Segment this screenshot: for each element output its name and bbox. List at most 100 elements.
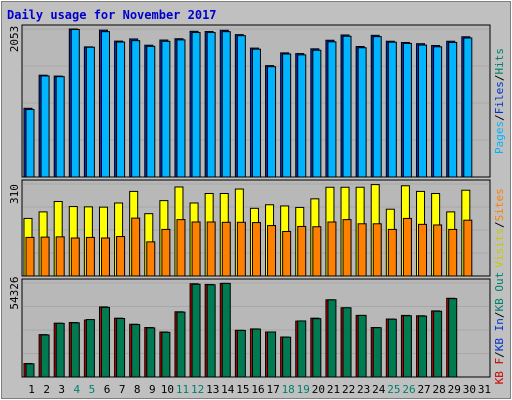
bar-top-s1-day-24 — [372, 36, 382, 178]
bar-top-s1-day-10 — [161, 40, 171, 178]
bar-top-s1-day-11 — [176, 39, 186, 178]
x-tick-label-21: 21 — [327, 383, 340, 396]
bar-middle-s1-day-15 — [236, 221, 246, 277]
legend-middle-part-0: Visits — [493, 228, 506, 268]
bar-bottom-s1-day-7 — [116, 318, 126, 378]
legend-top-part-3: / — [493, 75, 506, 82]
bar-bottom-s1-day-14 — [221, 282, 231, 378]
x-tick-label-17: 17 — [266, 383, 279, 396]
panel-bottom-max-label: 54326 — [8, 276, 21, 309]
bar-middle-s1-day-10 — [161, 228, 171, 277]
bar-bottom-s1-day-20 — [312, 318, 322, 378]
panel-middle-legend: Visits/Sites — [493, 188, 506, 268]
bar-top-s1-day-18 — [282, 53, 292, 178]
x-tick-label-27: 27 — [417, 383, 430, 396]
bar-middle-s1-day-4 — [70, 237, 80, 277]
bar-middle-s1-day-8 — [131, 217, 141, 277]
x-tick-label-2: 2 — [43, 383, 50, 396]
bar-middle-s1-day-28 — [433, 224, 443, 277]
bar-top-s1-day-23 — [357, 47, 367, 178]
bar-top-s1-day-15 — [236, 35, 246, 178]
bar-top-s1-day-9 — [146, 45, 156, 178]
bar-middle-s1-day-22 — [342, 219, 352, 277]
bar-bottom-s1-day-2 — [40, 334, 50, 378]
legend-middle-part-1: / — [493, 221, 506, 228]
bar-top-s1-day-7 — [116, 41, 126, 178]
bar-top-s1-day-13 — [206, 32, 216, 178]
bar-middle-s1-day-20 — [312, 226, 322, 277]
x-tick-label-31: 31 — [478, 383, 491, 396]
x-tick-label-18: 18 — [282, 383, 295, 396]
panel-top-max-label: 2053 — [8, 26, 21, 53]
bar-top-s1-day-28 — [433, 46, 443, 178]
x-axis: 1 2 3 4 5 6 7 8 9 10 11 12 13 14 15 16 17 18 19 20 21 22 23 24 2… — [28, 383, 491, 396]
bar-bottom-s1-day-19 — [297, 320, 307, 378]
chart-title: Daily usage for November 2017 — [7, 8, 217, 22]
bar-bottom-s1-day-26 — [402, 315, 412, 378]
bar-top-s1-day-20 — [312, 49, 322, 178]
x-tick-label-13: 13 — [206, 383, 219, 396]
bar-middle-s1-day-23 — [357, 223, 367, 277]
legend-middle-part-2: Sites — [493, 188, 506, 221]
x-tick-label-26: 26 — [402, 383, 415, 396]
x-tick-label-24: 24 — [372, 383, 386, 396]
bar-middle-s1-day-2 — [40, 236, 50, 277]
bar-middle-s1-day-21 — [327, 221, 337, 277]
x-tick-label-14: 14 — [221, 383, 235, 396]
bar-middle-s1-day-18 — [282, 230, 292, 277]
bar-top-s1-day-17 — [267, 66, 277, 178]
panel-middle-max-label: 310 — [8, 184, 21, 204]
bar-bottom-s1-day-6 — [100, 306, 110, 378]
bar-top-s1-day-29 — [448, 41, 458, 178]
bar-middle-s1-day-14 — [221, 221, 231, 277]
x-tick-label-23: 23 — [357, 383, 370, 396]
x-tick-label-3: 3 — [58, 383, 65, 396]
panel-top-legend: Pages/Files/Hits — [493, 48, 506, 154]
bar-middle-s1-day-3 — [55, 236, 65, 277]
bar-bottom-s1-day-25 — [387, 318, 397, 378]
bar-middle-s1-day-30 — [463, 219, 473, 277]
bar-top-s1-day-2 — [40, 75, 50, 178]
x-tick-label-8: 8 — [134, 383, 141, 396]
x-tick-label-16: 16 — [251, 383, 264, 396]
bar-middle-s1-day-29 — [448, 228, 458, 277]
bar-top-s1-day-5 — [85, 46, 95, 178]
panel-middle: 310 Visits/Sites — [8, 179, 506, 277]
x-tick-label-5: 5 — [89, 383, 96, 396]
bar-top-s1-day-8 — [131, 40, 141, 178]
bar-bottom-s1-day-3 — [55, 322, 65, 378]
bar-bottom-s1-day-11 — [176, 311, 186, 378]
x-tick-label-4: 4 — [74, 383, 81, 396]
bar-bottom-s1-day-16 — [251, 328, 261, 378]
bar-top-s1-day-6 — [100, 31, 110, 178]
bar-bottom-s1-day-24 — [372, 327, 382, 378]
x-tick-label-11: 11 — [176, 383, 189, 396]
bar-top-s1-day-14 — [221, 31, 231, 178]
bar-top-s1-day-26 — [402, 42, 412, 178]
x-tick-label-22: 22 — [342, 383, 355, 396]
bar-bottom-s1-day-27 — [418, 315, 428, 378]
legend-bottom-part-4: KB Out — [493, 272, 506, 312]
bar-bottom-s1-day-8 — [131, 324, 141, 378]
x-tick-label-12: 12 — [191, 383, 204, 396]
bar-middle-s1-day-6 — [100, 237, 110, 277]
bar-middle-s1-day-5 — [85, 236, 95, 277]
bar-bottom-s1-day-12 — [191, 283, 201, 378]
bar-top-s1-day-4 — [70, 29, 80, 178]
x-tick-label-9: 9 — [149, 383, 156, 396]
bar-top-s1-day-27 — [418, 44, 428, 178]
bar-top-s1-day-25 — [387, 41, 397, 178]
bar-bottom-s1-day-23 — [357, 314, 367, 378]
legend-top-part-1: / — [493, 114, 506, 121]
bar-bottom-s1-day-5 — [85, 319, 95, 378]
bar-bottom-s1-day-15 — [236, 329, 246, 378]
bar-bottom-s1-day-17 — [267, 331, 277, 378]
x-tick-label-10: 10 — [161, 383, 174, 396]
x-tick-label-7: 7 — [119, 383, 126, 396]
bar-bottom-s1-day-21 — [327, 299, 337, 378]
bar-top-s1-day-3 — [55, 76, 65, 178]
bar-bottom-s1-day-28 — [433, 310, 443, 378]
